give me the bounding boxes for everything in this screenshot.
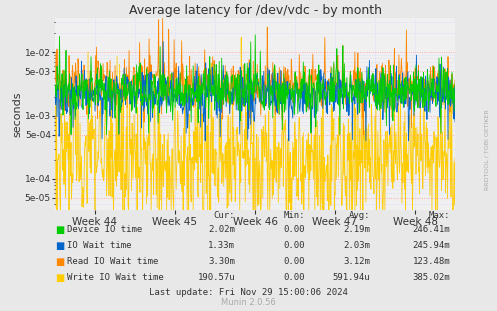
Text: Cur:: Cur: <box>214 211 235 220</box>
Text: 2.19m: 2.19m <box>343 225 370 234</box>
Text: 190.57u: 190.57u <box>197 273 235 282</box>
Text: 245.94m: 245.94m <box>413 242 450 250</box>
Text: 2.03m: 2.03m <box>343 242 370 250</box>
Y-axis label: seconds: seconds <box>12 91 22 137</box>
Text: Device IO time: Device IO time <box>67 225 142 234</box>
Text: 0.00: 0.00 <box>283 258 305 267</box>
Text: Min:: Min: <box>283 211 305 220</box>
Text: 2.02m: 2.02m <box>208 225 235 234</box>
Text: ■: ■ <box>55 257 64 267</box>
Text: 1.33m: 1.33m <box>208 242 235 250</box>
Text: Write IO Wait time: Write IO Wait time <box>67 273 164 282</box>
Text: 591.94u: 591.94u <box>332 273 370 282</box>
Text: 3.30m: 3.30m <box>208 258 235 267</box>
Title: Average latency for /dev/vdc - by month: Average latency for /dev/vdc - by month <box>129 4 382 17</box>
Text: 385.02m: 385.02m <box>413 273 450 282</box>
Text: 0.00: 0.00 <box>283 273 305 282</box>
Text: Max:: Max: <box>428 211 450 220</box>
Text: 123.48m: 123.48m <box>413 258 450 267</box>
Text: Last update: Fri Nov 29 15:00:06 2024: Last update: Fri Nov 29 15:00:06 2024 <box>149 288 348 297</box>
Text: ■: ■ <box>55 241 64 251</box>
Text: ■: ■ <box>55 273 64 283</box>
Text: Read IO Wait time: Read IO Wait time <box>67 258 159 267</box>
Text: 3.12m: 3.12m <box>343 258 370 267</box>
Text: 0.00: 0.00 <box>283 242 305 250</box>
Text: 246.41m: 246.41m <box>413 225 450 234</box>
Text: 0.00: 0.00 <box>283 225 305 234</box>
Text: Munin 2.0.56: Munin 2.0.56 <box>221 298 276 307</box>
Text: Avg:: Avg: <box>348 211 370 220</box>
Text: RRDTOOL / TOBI OETIKER: RRDTOOL / TOBI OETIKER <box>485 109 490 190</box>
Text: IO Wait time: IO Wait time <box>67 242 132 250</box>
Text: ■: ■ <box>55 225 64 235</box>
